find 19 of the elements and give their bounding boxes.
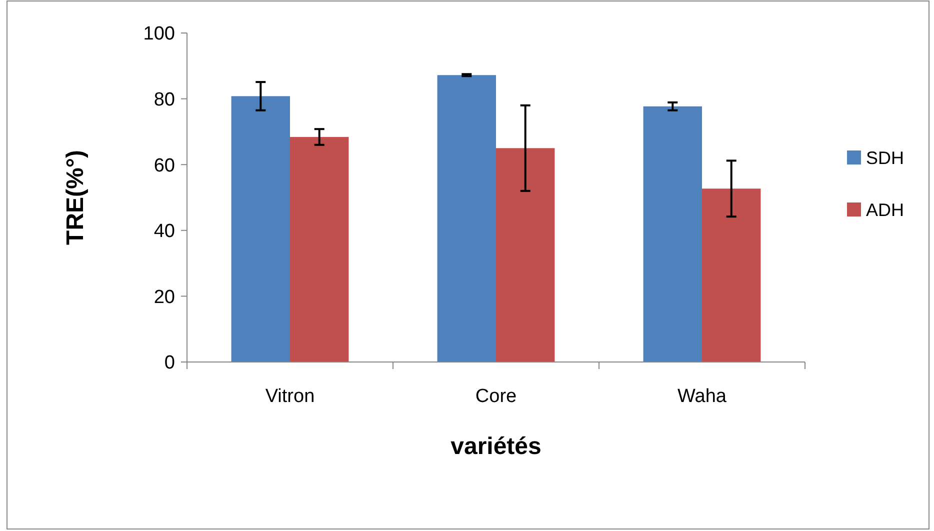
bar: [702, 188, 761, 362]
bar: [231, 96, 290, 362]
bar: [643, 106, 702, 362]
y-tick-label: 20: [154, 286, 175, 308]
y-tick-label: 60: [154, 155, 175, 176]
bar: [437, 75, 496, 362]
y-tick-label: 100: [143, 24, 175, 45]
legend-label: ADH: [866, 200, 904, 220]
x-tick-label: Waha: [678, 386, 727, 407]
y-tick-label: 40: [154, 221, 175, 242]
x-tick-label: Vitron: [265, 386, 315, 407]
y-tick-label: 80: [154, 89, 175, 110]
bar: [290, 136, 349, 362]
y-tick-label: 0: [164, 352, 175, 374]
x-axis-title: variétés: [450, 433, 542, 460]
bar: [496, 148, 555, 362]
y-axis-title: TRE(%°): [62, 150, 89, 245]
legend-label: SDH: [866, 148, 904, 168]
x-tick-label: Core: [475, 386, 517, 407]
